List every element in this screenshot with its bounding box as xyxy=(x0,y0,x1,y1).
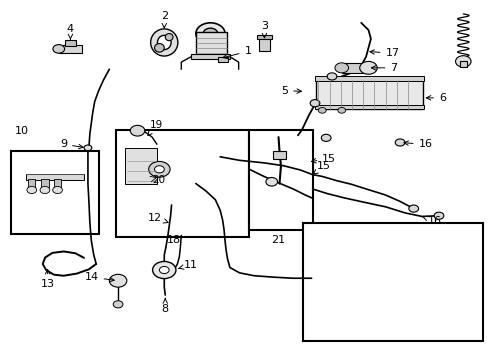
Circle shape xyxy=(109,274,126,287)
Text: 8: 8 xyxy=(162,298,168,314)
Circle shape xyxy=(130,125,144,136)
Circle shape xyxy=(433,212,443,219)
Circle shape xyxy=(265,177,277,186)
Text: 16: 16 xyxy=(422,216,441,226)
Ellipse shape xyxy=(157,35,171,50)
Bar xyxy=(257,35,271,39)
Circle shape xyxy=(154,166,164,173)
Bar xyxy=(54,179,61,187)
Bar xyxy=(459,61,466,67)
Text: 7: 7 xyxy=(370,63,397,73)
Circle shape xyxy=(53,45,64,53)
Bar xyxy=(302,223,482,341)
Text: 12: 12 xyxy=(147,212,168,223)
Text: 13: 13 xyxy=(41,270,55,289)
Bar xyxy=(315,105,424,109)
Text: 15: 15 xyxy=(311,154,336,163)
Text: 2: 2 xyxy=(161,11,167,28)
Text: 3: 3 xyxy=(261,21,267,38)
Circle shape xyxy=(159,266,169,274)
Bar xyxy=(125,148,157,184)
Bar xyxy=(341,63,368,73)
Ellipse shape xyxy=(165,33,173,41)
Circle shape xyxy=(318,108,325,113)
Bar xyxy=(315,76,424,81)
Bar xyxy=(41,179,48,187)
Bar xyxy=(59,45,82,53)
Bar xyxy=(11,152,99,234)
Text: 17: 17 xyxy=(369,48,399,58)
Circle shape xyxy=(84,145,92,151)
Bar xyxy=(196,32,227,55)
Circle shape xyxy=(326,73,336,80)
Bar xyxy=(316,80,423,109)
Text: 19: 19 xyxy=(147,120,163,136)
Text: 6: 6 xyxy=(426,93,445,103)
Circle shape xyxy=(321,134,330,141)
Circle shape xyxy=(408,205,418,212)
Ellipse shape xyxy=(150,29,178,56)
Circle shape xyxy=(337,108,345,113)
Circle shape xyxy=(148,161,170,177)
Text: 18: 18 xyxy=(166,235,181,246)
Bar xyxy=(26,174,84,180)
Circle shape xyxy=(27,186,37,194)
Bar xyxy=(28,179,35,187)
Text: 21: 21 xyxy=(271,235,285,246)
Text: 15: 15 xyxy=(313,161,330,174)
Circle shape xyxy=(455,56,470,67)
Bar xyxy=(272,151,286,158)
Circle shape xyxy=(394,139,404,146)
Circle shape xyxy=(309,100,319,107)
Text: 1: 1 xyxy=(223,46,251,59)
Bar xyxy=(191,54,229,59)
Circle shape xyxy=(334,63,348,73)
Text: 11: 11 xyxy=(178,260,197,270)
Text: 14: 14 xyxy=(84,272,114,282)
Circle shape xyxy=(40,186,50,194)
Circle shape xyxy=(203,28,217,39)
Bar xyxy=(64,40,76,46)
Bar xyxy=(217,57,228,62)
Circle shape xyxy=(53,186,62,194)
Text: 16: 16 xyxy=(403,139,432,149)
Text: 5: 5 xyxy=(281,86,301,96)
Circle shape xyxy=(113,301,122,308)
Bar xyxy=(259,38,269,51)
Bar xyxy=(249,130,312,230)
Text: 10: 10 xyxy=(15,126,29,136)
Bar xyxy=(116,130,249,237)
Circle shape xyxy=(359,62,376,74)
Text: 4: 4 xyxy=(67,23,74,39)
Circle shape xyxy=(152,261,176,279)
Text: 9: 9 xyxy=(60,139,83,149)
Circle shape xyxy=(196,23,224,44)
Ellipse shape xyxy=(154,44,164,52)
Text: 20: 20 xyxy=(152,175,165,185)
